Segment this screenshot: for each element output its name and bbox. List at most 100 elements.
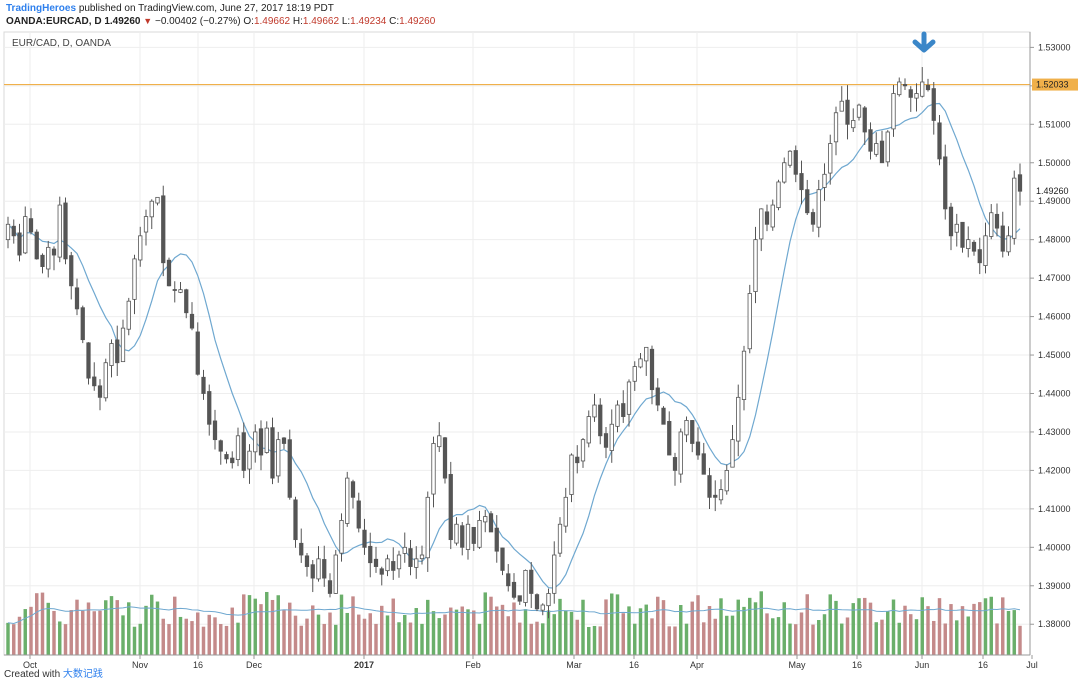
- volume-bar: [374, 623, 378, 655]
- volume-bar: [909, 614, 913, 655]
- volume-bar: [207, 614, 211, 655]
- candle-bearish: [379, 568, 384, 575]
- down-arrow-icon: [912, 31, 936, 53]
- volume-bar: [414, 608, 418, 655]
- candle-bearish: [948, 206, 954, 237]
- volume-bar: [748, 597, 752, 655]
- price-tick-label: 1.46000: [1038, 312, 1071, 322]
- down-triangle-icon: ▼: [143, 16, 153, 26]
- candle-bearish: [621, 403, 626, 417]
- volume-bar: [552, 614, 556, 655]
- candle-bullish: [465, 523, 471, 550]
- volume-bar: [155, 601, 160, 655]
- volume-bar: [81, 610, 85, 655]
- candle-bullish: [419, 554, 425, 560]
- volume-bar: [213, 617, 217, 655]
- price-tick-label: 1.51000: [1038, 119, 1071, 129]
- volume-bar: [523, 609, 528, 655]
- low-value: 1.49234: [350, 16, 387, 27]
- volume-bar: [477, 623, 482, 655]
- candle-bullish: [138, 235, 143, 261]
- volume-bar: [955, 620, 959, 655]
- volume-bar: [845, 617, 850, 655]
- candle-bearish: [80, 307, 85, 341]
- candle-bullish: [644, 346, 649, 362]
- volume-bar: [776, 617, 781, 655]
- candle-bearish: [224, 454, 229, 460]
- volume-bar: [541, 623, 545, 655]
- candle-bearish: [184, 289, 189, 314]
- footer: Created with 大数记践: [4, 665, 103, 680]
- volume-bar: [644, 604, 648, 655]
- candle-bullish: [540, 604, 545, 611]
- candle-bullish: [822, 173, 827, 188]
- time-tick-label: Dec: [246, 660, 263, 670]
- candle-bearish: [908, 89, 913, 98]
- candle-bearish: [258, 428, 264, 456]
- candle-bullish: [730, 439, 735, 468]
- moving-average-line: [7, 102, 1021, 589]
- candle-bearish: [310, 564, 315, 579]
- pane-title: EUR/CAD, D, OANDA: [12, 38, 111, 49]
- volume-bar: [633, 623, 637, 655]
- volume-bar: [276, 595, 280, 655]
- volume-bar: [184, 618, 188, 655]
- price-tick-label: 1.48000: [1038, 235, 1071, 245]
- candle-bearish: [977, 249, 982, 264]
- volume-bar: [92, 611, 96, 655]
- price-tick-label: 1.53000: [1038, 42, 1071, 52]
- volume-bar: [368, 613, 372, 655]
- candle-bullish: [523, 569, 528, 603]
- volume-bar: [437, 618, 441, 655]
- candle-bearish: [500, 547, 505, 571]
- candle-bullish: [178, 289, 183, 293]
- candle-bearish: [868, 129, 873, 152]
- price-axis: 1.530001.520001.510001.500001.490001.480…: [1029, 32, 1071, 655]
- candle-bearish: [713, 494, 718, 498]
- candle-bullish: [759, 208, 764, 240]
- volume-bar: [937, 598, 942, 655]
- candle-bullish: [615, 404, 620, 427]
- volume-bar: [403, 614, 407, 655]
- volume-bar: [725, 615, 729, 655]
- candle-bearish: [1000, 225, 1005, 252]
- candle-bearish: [40, 254, 45, 267]
- candle-bullish: [546, 593, 551, 607]
- volume-bar: [495, 606, 499, 655]
- last-price-label: 1.49260: [1036, 186, 1069, 196]
- publisher-link[interactable]: TradingHeroes: [6, 3, 77, 14]
- price-tick-label: 1.50000: [1038, 158, 1071, 168]
- candle-bullish: [437, 435, 442, 448]
- volume-bar: [621, 613, 625, 655]
- open-label: O:: [243, 16, 254, 27]
- volume-bar: [575, 619, 579, 655]
- volume-bar: [569, 611, 574, 655]
- candle-bearish: [575, 456, 580, 464]
- volume-bar: [334, 624, 338, 655]
- volume-bar: [460, 606, 464, 655]
- candle-bullish: [264, 427, 269, 453]
- candle-bullish: [833, 112, 839, 143]
- volume-bar: [357, 614, 361, 655]
- volume-bar: [667, 626, 671, 655]
- candle-bearish: [287, 439, 292, 498]
- created-with-label: Created with: [4, 669, 61, 680]
- volume-bar: [40, 592, 45, 655]
- candle-bearish: [810, 212, 816, 225]
- volume-bar: [817, 620, 821, 655]
- volume-bar: [230, 607, 234, 655]
- candle-bearish: [994, 213, 1000, 229]
- volume-bar: [799, 612, 804, 655]
- volume-bar: [897, 622, 901, 655]
- volume-bar: [63, 624, 68, 655]
- candle-bullish: [954, 223, 959, 233]
- volume-bar: [466, 609, 470, 655]
- volume-bar: [736, 599, 740, 655]
- candle-bullish: [851, 120, 856, 129]
- candle-bearish: [241, 432, 246, 471]
- volume-bar: [253, 598, 257, 655]
- candle-bearish: [690, 420, 695, 444]
- volume-bar: [788, 623, 792, 655]
- candle-bullish: [109, 343, 114, 366]
- volume-bar: [86, 602, 91, 655]
